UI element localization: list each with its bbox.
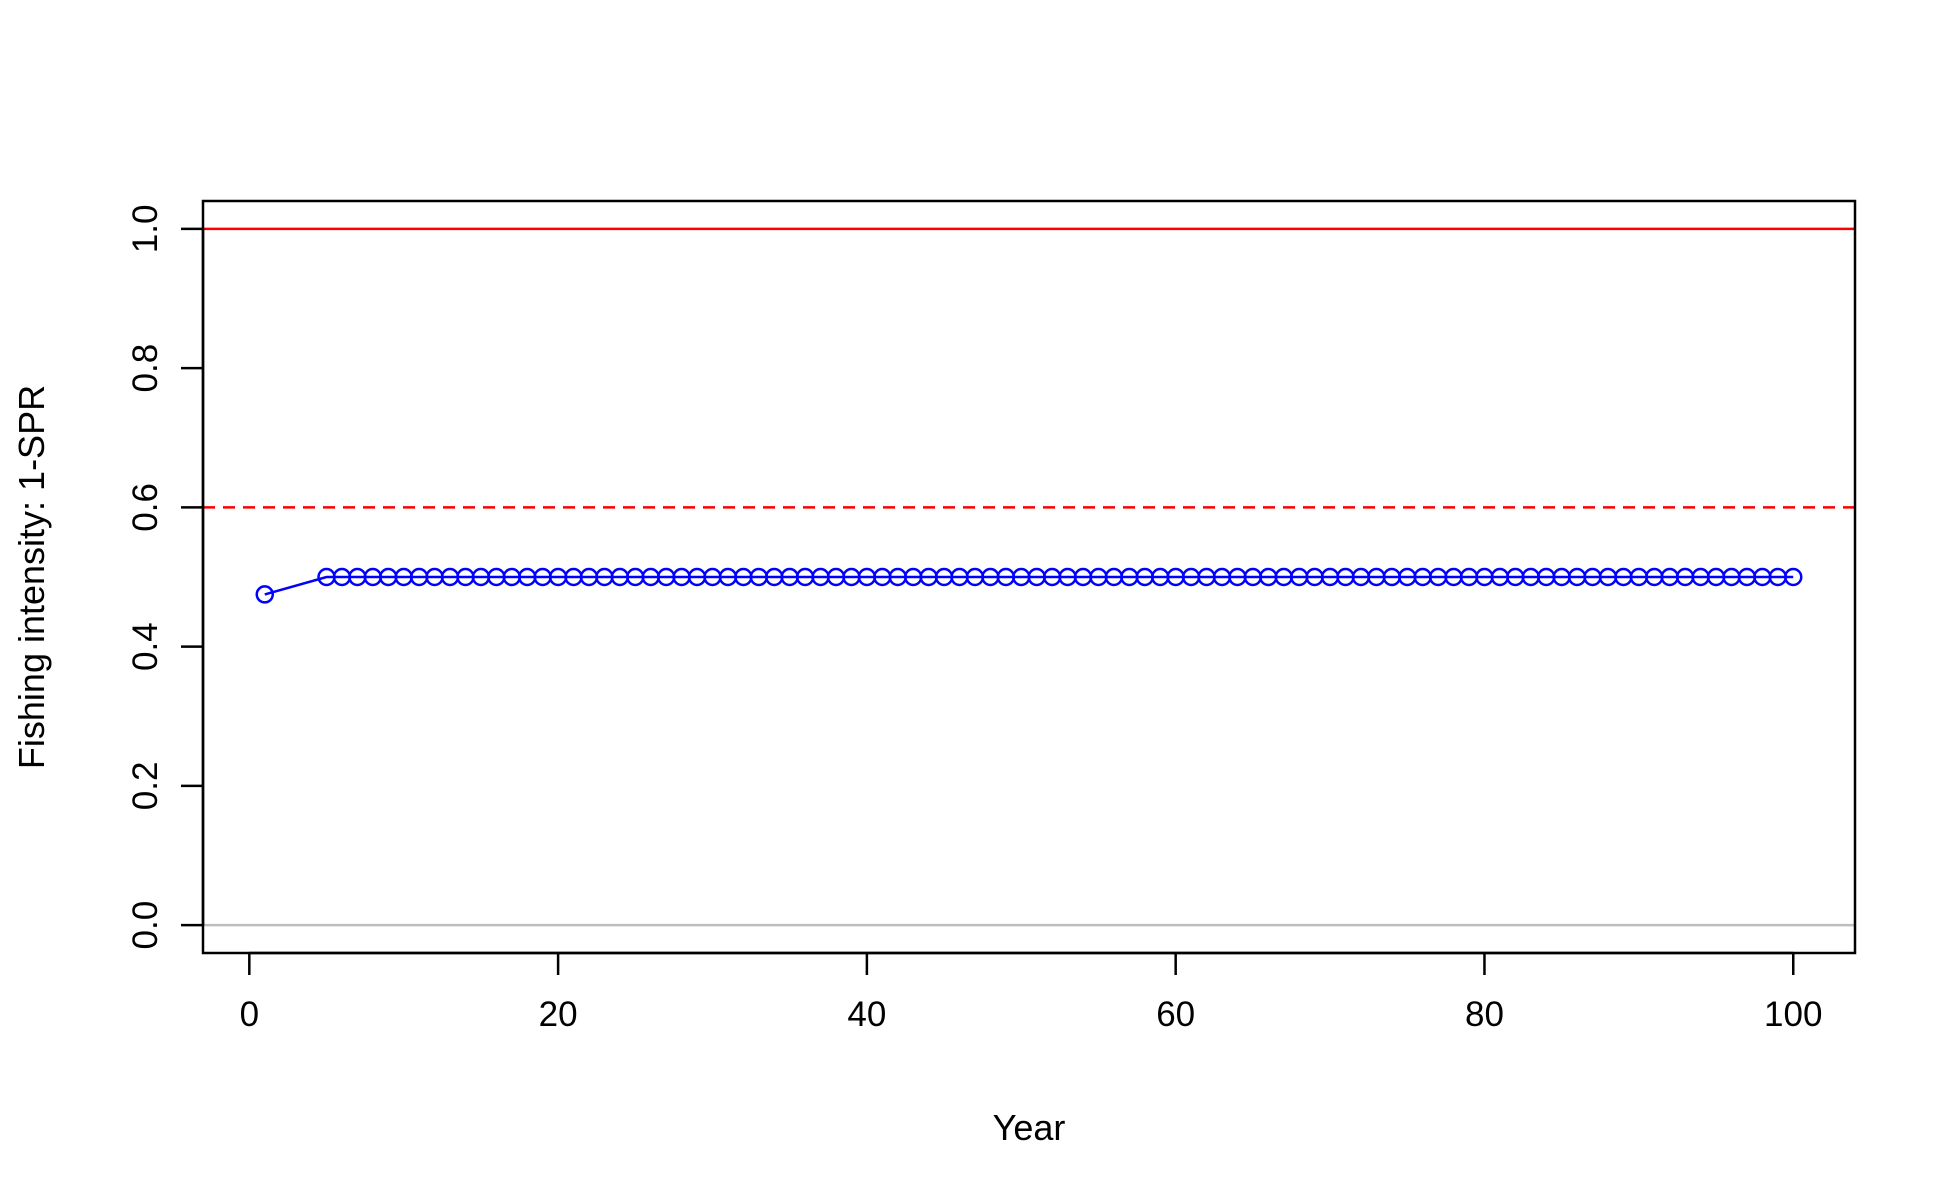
- y-tick-label: 0.6: [126, 483, 165, 532]
- x-tick-label: 40: [847, 995, 886, 1034]
- y-tick-label: 0.4: [126, 622, 165, 671]
- y-tick-label: 0.8: [126, 344, 165, 393]
- y-tick-label: 0.0: [126, 901, 165, 950]
- x-tick-label: 20: [539, 995, 578, 1034]
- x-tick-label: 0: [240, 995, 259, 1034]
- data-point: [255, 585, 275, 604]
- x-tick-label: 80: [1465, 995, 1504, 1034]
- y-axis: 0.0 0.2 0.4 0.6 0.8 1.0: [126, 205, 205, 950]
- series-line-0: [264, 575, 1794, 596]
- y-tick-label: 1.0: [126, 205, 165, 254]
- data-series: [255, 567, 1803, 604]
- x-axis-title: Year: [993, 1107, 1066, 1148]
- x-axis: 0 20 40 60 80 100: [240, 951, 1822, 1034]
- data-point: [1783, 567, 1803, 587]
- y-axis-title: Fishing intensity: 1-SPR: [11, 385, 52, 769]
- y-tick-label: 0.2: [126, 762, 165, 811]
- x-tick-label: 100: [1764, 995, 1822, 1034]
- reference-lines: [203, 227, 1855, 927]
- x-tick-label: 60: [1156, 995, 1195, 1034]
